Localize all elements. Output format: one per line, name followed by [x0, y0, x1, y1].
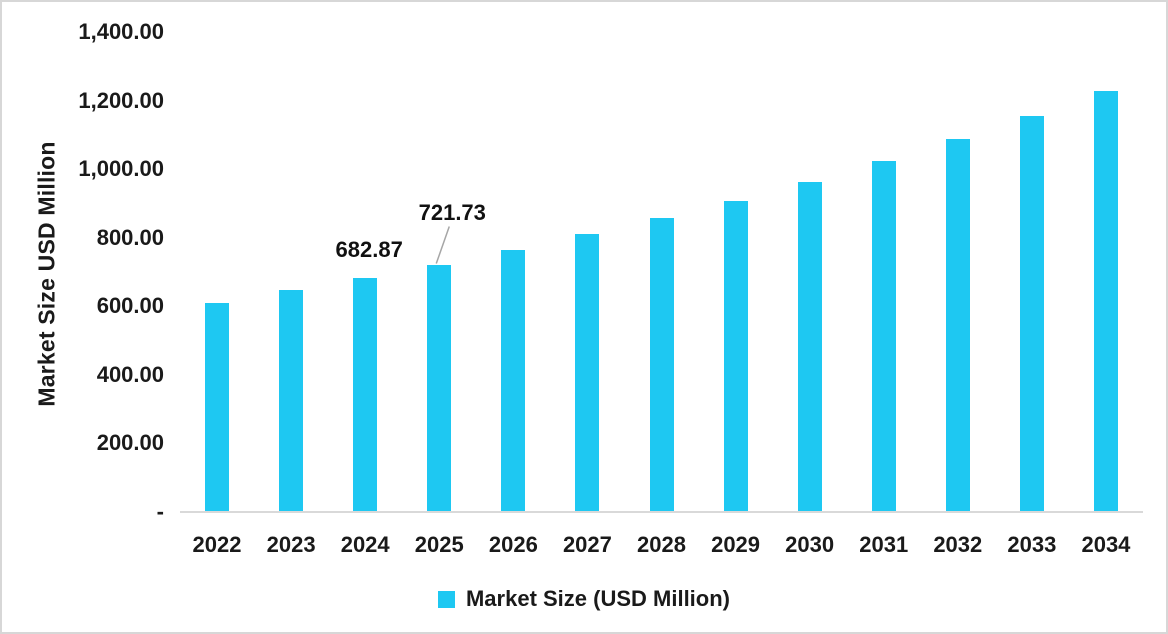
legend-label: Market Size (USD Million): [465, 586, 731, 611]
data-label-2024: 682.87: [335, 236, 403, 262]
x-axis-label-2031: 2031: [859, 532, 909, 557]
y-tick-label: 400.00: [96, 361, 164, 387]
data-label-2025: 721.73: [418, 199, 486, 225]
x-axis-label-2033: 2033: [1007, 532, 1057, 557]
legend-swatch: [437, 590, 455, 608]
data-label-leader-line: [435, 226, 450, 264]
bar-2032: [945, 139, 970, 512]
bar-2028: [649, 217, 674, 512]
x-axis-label-2034: 2034: [1081, 532, 1131, 557]
bar-2025: [427, 264, 452, 512]
x-axis-label-2023: 2023: [266, 532, 316, 557]
x-axis-baseline: [180, 511, 1143, 513]
bar-2031: [871, 161, 896, 512]
bar-2027: [575, 234, 600, 512]
x-axis-label-2026: 2026: [488, 532, 538, 557]
y-tick-label: 200.00: [96, 430, 164, 456]
x-axis-label-2022: 2022: [192, 532, 242, 557]
bar-2033: [1019, 116, 1044, 512]
x-axis-label-2028: 2028: [637, 532, 686, 557]
x-axis-label-2025: 2025: [414, 532, 464, 557]
bar-2023: [279, 289, 304, 512]
bar-2024: [353, 277, 378, 512]
legend: Market Size (USD Million): [2, 587, 1166, 611]
x-axis-label-2029: 2029: [711, 532, 761, 557]
y-tick-label: 1,200.00: [78, 87, 164, 113]
x-axis-label-2032: 2032: [933, 532, 983, 557]
y-tick-label: 1,000.00: [78, 156, 164, 182]
y-tick-label: 800.00: [96, 224, 164, 250]
y-tick-label: 1,400.00: [78, 19, 164, 44]
bar-2022: [205, 302, 230, 512]
x-axis-label-2024: 2024: [340, 532, 390, 557]
bar-2030: [797, 182, 822, 512]
bar-2026: [501, 249, 526, 512]
y-tick-label: 600.00: [96, 293, 164, 319]
y-tick-label: -: [156, 499, 164, 524]
bar-2034: [1093, 90, 1118, 512]
x-axis-label-2030: 2030: [785, 532, 835, 557]
bar-2029: [723, 200, 748, 512]
x-axis-label-2027: 2027: [562, 532, 612, 557]
